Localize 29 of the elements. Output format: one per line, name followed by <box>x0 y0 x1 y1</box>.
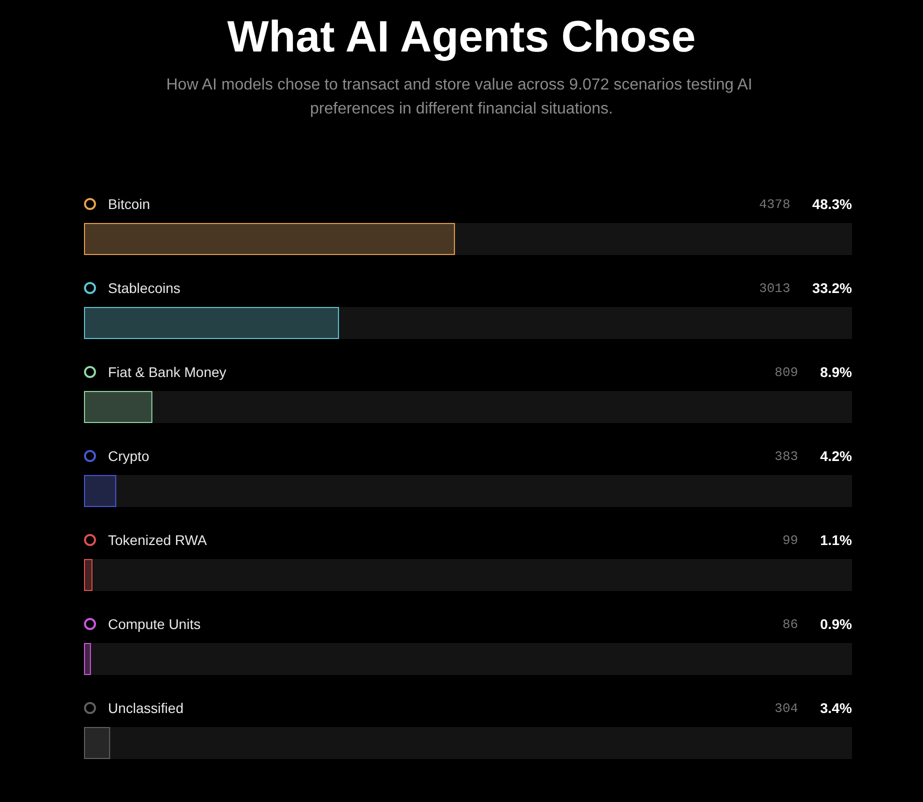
data-label: 4.2% <box>820 448 852 464</box>
y-tick-label: Bitcoin <box>108 196 152 212</box>
y-tick-label: Tokenized RWA <box>108 532 208 548</box>
bar <box>84 391 152 423</box>
data-label: 48.3% <box>812 196 852 212</box>
y-tick-label: Unclassified <box>108 700 184 716</box>
bar <box>84 643 91 675</box>
text: 809 <box>774 364 798 380</box>
text: 383 <box>774 448 798 464</box>
bar <box>84 475 116 507</box>
data-label: 1.1% <box>820 532 852 548</box>
chart-subtitle: How AI models chose to transact and store value across 9.072 scenarios testing AI preferences in different financial situations. <box>166 76 757 118</box>
data-label: 33.2% <box>812 280 852 296</box>
text: 86 <box>782 616 798 632</box>
text: 3013 <box>759 280 790 296</box>
text: 4378 <box>759 196 790 212</box>
data-label: 3.4% <box>820 700 852 716</box>
text: 99 <box>782 532 798 548</box>
data-label: 8.9% <box>820 364 852 380</box>
text: 304 <box>774 700 798 716</box>
bar <box>84 307 339 339</box>
data-label: 0.9% <box>820 616 852 632</box>
bar <box>84 727 110 759</box>
y-tick-label: Stablecoins <box>108 280 182 296</box>
chart-title: What AI Agents Chose <box>227 12 696 62</box>
y-tick-label: Crypto <box>108 448 150 464</box>
y-tick-label: Compute Units <box>108 616 202 632</box>
bar <box>84 559 92 591</box>
y-tick-label: Fiat & Bank Money <box>108 364 228 380</box>
